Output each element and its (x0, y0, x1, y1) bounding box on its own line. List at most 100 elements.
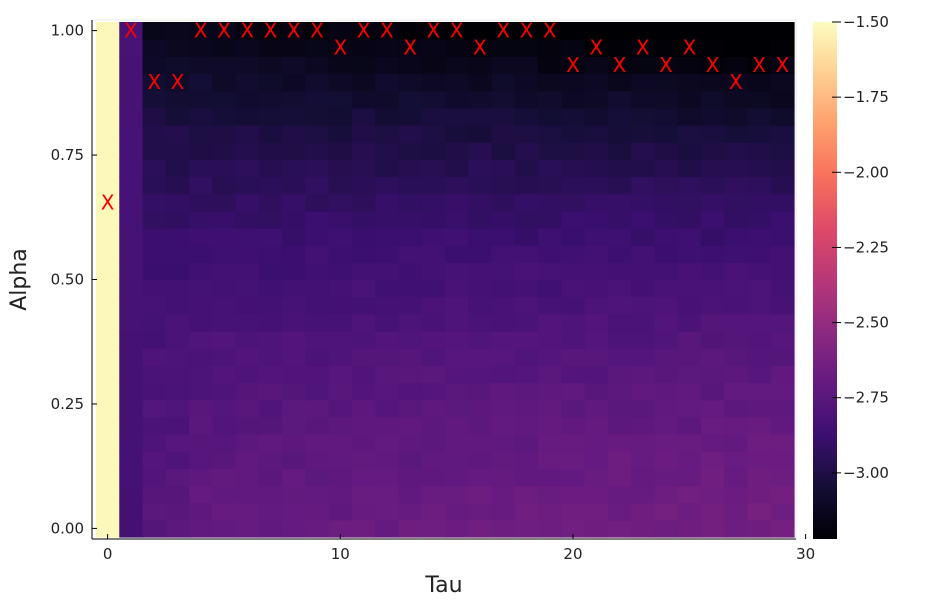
heatmap-cell (491, 416, 516, 435)
heatmap-cell (607, 176, 632, 195)
marker-point: X (124, 19, 138, 43)
heatmap-cell (258, 279, 283, 298)
heatmap-cell (282, 502, 306, 521)
heatmap-cell (258, 245, 283, 263)
y-axis-label: Alpha (7, 248, 32, 311)
heatmap-cell (724, 434, 749, 452)
colorbar-tick-label: −2.25 (843, 238, 889, 256)
heatmap-cell (491, 90, 516, 109)
heatmap-cell (770, 176, 795, 195)
heatmap-cell (747, 176, 772, 195)
heatmap-cell (677, 399, 702, 418)
heatmap-cell (235, 22, 260, 40)
heatmap-cell (770, 365, 795, 384)
heatmap-cell (328, 279, 353, 298)
heatmap-cell (398, 142, 423, 160)
heatmap-cell (119, 142, 144, 160)
heatmap-cell (351, 56, 376, 75)
heatmap-cell (607, 279, 632, 298)
heatmap-cell (328, 73, 353, 92)
heatmap-cell (584, 382, 609, 401)
heatmap-cell (119, 193, 144, 212)
heatmap-cell (468, 176, 493, 195)
heatmap-cell (142, 519, 167, 538)
heatmap-cell (631, 382, 655, 401)
heatmap-cell (282, 416, 306, 435)
heatmap-cell (445, 399, 469, 418)
heatmap-cell (491, 125, 516, 143)
heatmap-cell (328, 107, 353, 126)
heatmap-cell (328, 434, 353, 452)
heatmap-cell (445, 176, 469, 195)
heatmap-cell (212, 365, 237, 384)
heatmap-cell (677, 73, 702, 92)
heatmap-cell (96, 485, 120, 504)
heatmap-cell (514, 125, 539, 143)
heatmap-cell (724, 296, 749, 315)
heatmap-cell (421, 262, 446, 281)
heatmap-cell (561, 399, 586, 418)
heatmap-cell (747, 22, 772, 40)
heatmap-cell (654, 176, 679, 195)
heatmap-cell (584, 125, 609, 143)
heatmap-cell (747, 56, 772, 75)
heatmap-cell (235, 73, 260, 92)
heatmap-cell (421, 39, 446, 57)
heatmap-cell (631, 56, 655, 75)
heatmap-cell (189, 399, 213, 418)
heatmap-cell (351, 485, 376, 504)
heatmap-cell (328, 382, 353, 401)
heatmap-cell (654, 193, 679, 212)
heatmap-cell (351, 451, 376, 469)
heatmap-cell (491, 73, 516, 92)
heatmap-cell (514, 485, 539, 504)
heatmap-cell (212, 262, 237, 281)
heatmap-cell (421, 313, 446, 332)
heatmap-cell (398, 90, 423, 109)
heatmap-cell (677, 331, 702, 349)
heatmap-cell (468, 107, 493, 126)
heatmap-cell (468, 416, 493, 435)
marker-point: X (147, 70, 161, 94)
heatmap-cell (96, 125, 120, 143)
heatmap-cell (631, 399, 655, 418)
heatmap-cell (375, 296, 400, 315)
heatmap-cell (445, 125, 469, 143)
heatmap-cell (724, 382, 749, 401)
marker-point: X (589, 36, 603, 60)
heatmap-cell (491, 399, 516, 418)
heatmap-cell (747, 416, 772, 435)
heatmap-cell (607, 210, 632, 229)
heatmap-cell (398, 485, 423, 504)
heatmap-cell (305, 279, 330, 298)
heatmap-cell (398, 348, 423, 366)
heatmap-cell (584, 399, 609, 418)
heatmap-cell (142, 228, 167, 246)
heatmap-cell (421, 193, 446, 212)
heatmap-cell (445, 451, 469, 469)
heatmap-cell (584, 142, 609, 160)
heatmap-cell (538, 502, 562, 521)
heatmap-cell (282, 56, 306, 75)
heatmap-cell (165, 416, 190, 435)
heatmap-cell (631, 142, 655, 160)
heatmap-cell (538, 56, 562, 75)
heatmap-cell (491, 468, 516, 487)
heatmap-cell (561, 159, 586, 178)
heatmap-cell (724, 125, 749, 143)
heatmap-cell (654, 90, 679, 109)
heatmap-cell (468, 22, 493, 40)
heatmap-cell (189, 416, 213, 435)
heatmap-cell (445, 73, 469, 92)
heatmap-cell (770, 159, 795, 178)
heatmap-cell (700, 382, 725, 401)
heatmap-cell (212, 107, 237, 126)
heatmap-cell (96, 159, 120, 178)
heatmap-cell (747, 313, 772, 332)
heatmap-cell (421, 399, 446, 418)
heatmap-cell (258, 468, 283, 487)
heatmap-cell (142, 382, 167, 401)
heatmap-cell (351, 382, 376, 401)
heatmap-cell (445, 90, 469, 109)
heatmap-cell (189, 365, 213, 384)
